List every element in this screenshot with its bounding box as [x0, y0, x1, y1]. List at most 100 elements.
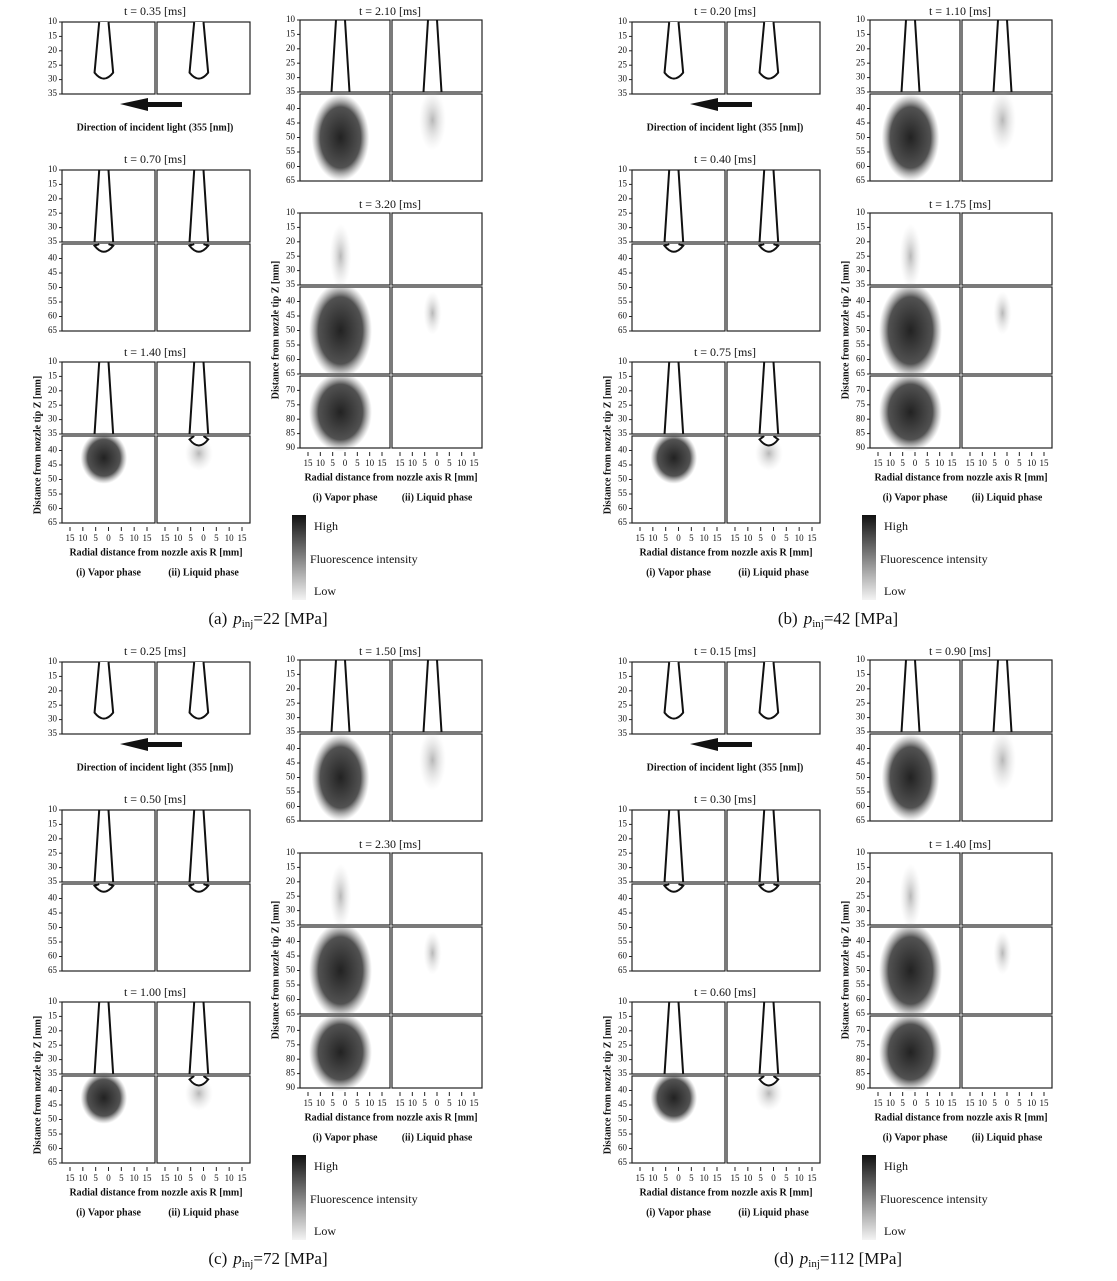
x-tick-label: 10 — [408, 1098, 418, 1108]
x-tick-label: 15 — [66, 533, 76, 543]
x-tick-label: 10 — [700, 533, 710, 543]
legend-title: Fluorescence intensity — [310, 552, 418, 566]
y-tick-label: 60 — [48, 1143, 58, 1153]
y-tick-label: 65 — [286, 175, 296, 185]
y-tick-label: 40 — [286, 743, 296, 753]
y-tick-label: 40 — [48, 1085, 58, 1095]
y-tick-label: 55 — [856, 786, 866, 796]
y-tick-label: 25 — [48, 699, 58, 709]
legend-bar — [862, 515, 876, 600]
y-tick-label: 15 — [618, 30, 628, 40]
y-tick-label: 40 — [856, 103, 866, 113]
legend-low: Low — [884, 584, 906, 598]
y-tick-label: 10 — [856, 847, 866, 857]
x-axis-label: Radial distance from nozzle axis R [mm] — [874, 472, 1047, 483]
x-tick-label: 0 — [913, 458, 918, 468]
y-tick-label: 40 — [618, 253, 628, 263]
y-tick-label: 25 — [48, 399, 58, 409]
x-tick-label: 10 — [935, 458, 945, 468]
y-tick-label: 50 — [286, 132, 296, 142]
liquid-label: (ii) Liquid phase — [402, 492, 473, 503]
y-tick-label: 20 — [856, 43, 866, 53]
y-tick-label: 15 — [48, 670, 58, 680]
y-tick-label: 70 — [856, 1024, 866, 1034]
y-tick-label: 85 — [286, 1068, 296, 1078]
x-axis-label: Radial distance from nozzle axis R [mm] — [304, 472, 477, 483]
y-tick-label: 60 — [48, 503, 58, 513]
y-tick-label: 25 — [286, 890, 296, 900]
panel: t = 0.35 [ms]101520253035t = 0.70 [ms]10… — [32, 4, 482, 630]
y-tick-label: 35 — [856, 726, 866, 736]
y-tick-label: 35 — [618, 428, 628, 438]
y-tick-label: 30 — [618, 222, 628, 232]
spray-cloud — [879, 283, 942, 379]
y-tick-label: 85 — [856, 428, 866, 438]
time-label: t = 1.40 [ms] — [124, 345, 186, 359]
x-tick-label: 10 — [365, 1098, 375, 1108]
y-tick-label: 65 — [856, 175, 866, 185]
y-tick-label: 20 — [618, 1025, 628, 1035]
y-tick-label: 65 — [618, 517, 628, 527]
x-tick-label: 5 — [992, 458, 997, 468]
y-tick-label: 45 — [618, 267, 628, 277]
x-tick-label: 5 — [93, 1173, 98, 1183]
y-tick-label: 70 — [286, 384, 296, 394]
y-tick-label: 45 — [48, 459, 58, 469]
legend-bar — [862, 1155, 876, 1240]
vapor-label: (i) Vapor phase — [883, 1132, 948, 1143]
x-tick-label: 10 — [700, 1173, 710, 1183]
image-frame — [392, 1016, 482, 1088]
x-tick-label: 10 — [743, 533, 753, 543]
y-tick-label: 25 — [48, 847, 58, 857]
y-tick-label: 30 — [48, 74, 58, 84]
image-frame — [157, 244, 250, 331]
x-tick-label: 15 — [636, 1173, 646, 1183]
x-tick-label: 15 — [396, 1098, 406, 1108]
y-tick-label: 20 — [48, 45, 58, 55]
y-tick-label: 10 — [618, 996, 628, 1006]
pressure-value: =22 [MPa] — [253, 609, 327, 628]
y-tick-label: 35 — [618, 88, 628, 98]
time-label: t = 0.20 [ms] — [694, 4, 756, 18]
y-tick-label: 15 — [286, 861, 296, 871]
direction-label: Direction of incident light (355 [nm]) — [77, 762, 234, 773]
y-tick-label: 25 — [618, 699, 628, 709]
x-tick-label: 10 — [978, 1098, 988, 1108]
x-tick-label: 15 — [731, 1173, 741, 1183]
y-tick-label: 55 — [48, 1128, 58, 1138]
y-tick-label: 45 — [618, 907, 628, 917]
legend-title: Fluorescence intensity — [310, 1192, 418, 1206]
y-tick-label: 30 — [48, 414, 58, 424]
y-tick-label: 60 — [856, 994, 866, 1004]
image-frame — [62, 884, 155, 971]
pressure-symbol: p — [232, 609, 242, 628]
time-label: t = 0.25 [ms] — [124, 644, 186, 658]
time-label: t = 0.50 [ms] — [124, 792, 186, 806]
y-tick-label: 60 — [286, 994, 296, 1004]
y-tick-label: 40 — [48, 253, 58, 263]
y-tick-label: 10 — [618, 16, 628, 26]
y-tick-label: 10 — [48, 996, 58, 1006]
direction-label: Direction of incident light (355 [nm]) — [647, 762, 804, 773]
image-frame — [962, 213, 1052, 285]
y-tick-label: 35 — [48, 1068, 58, 1078]
x-tick-label: 15 — [66, 1173, 76, 1183]
image-frame — [962, 1016, 1052, 1088]
legend-high: High — [884, 519, 908, 533]
legend-bar — [292, 1155, 306, 1240]
y-tick-label: 35 — [618, 728, 628, 738]
y-tick-label: 25 — [618, 59, 628, 69]
x-tick-label: 5 — [758, 533, 763, 543]
x-tick-label: 10 — [173, 1173, 183, 1183]
x-tick-label: 15 — [808, 533, 818, 543]
y-tick-label: 80 — [286, 1053, 296, 1063]
y-tick-label: 15 — [286, 221, 296, 231]
vapor-label: (i) Vapor phase — [646, 567, 711, 578]
time-label: t = 1.00 [ms] — [124, 985, 186, 999]
spray-cloud — [989, 730, 1016, 791]
x-tick-label: 0 — [435, 1098, 440, 1108]
y-axis-label: Distance from nozzle tip Z [mm] — [270, 901, 281, 1039]
y-tick-label: 20 — [48, 1025, 58, 1035]
y-tick-label: 40 — [856, 936, 866, 946]
y-tick-label: 35 — [286, 726, 296, 736]
